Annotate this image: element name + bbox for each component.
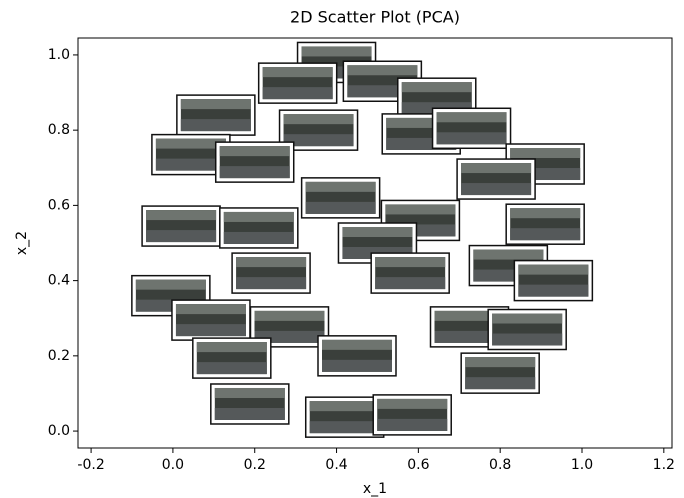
thumbnail-road bbox=[518, 285, 588, 297]
thumbnail-road bbox=[306, 202, 376, 214]
thumbnail-road bbox=[263, 87, 333, 99]
thumbnail-sky bbox=[306, 182, 376, 192]
thumbnail-sky bbox=[284, 114, 354, 124]
thumbnail bbox=[172, 300, 250, 340]
thumbnail-road bbox=[377, 419, 447, 431]
thumbnail bbox=[457, 159, 535, 199]
x-tick-label: 0.4 bbox=[325, 457, 347, 473]
x-tick-label: 0.8 bbox=[489, 457, 511, 473]
thumbnail-road bbox=[176, 324, 246, 336]
y-tick-label: 0.8 bbox=[48, 122, 70, 138]
x-axis-label: x_1 bbox=[363, 481, 387, 497]
thumbnail-sky bbox=[215, 388, 285, 398]
thumbnail bbox=[461, 353, 539, 393]
x-tick-label: 0.2 bbox=[244, 457, 266, 473]
thumbnail-road bbox=[220, 166, 290, 178]
thumbnail bbox=[259, 63, 337, 103]
chart-title: 2D Scatter Plot (PCA) bbox=[290, 8, 460, 27]
thumbnail bbox=[216, 142, 294, 182]
thumbnail-road bbox=[510, 228, 580, 240]
thumbnail-road bbox=[181, 119, 251, 131]
thumbnail-sky bbox=[176, 304, 246, 314]
thumbnail-road bbox=[197, 362, 267, 374]
thumbnail-road bbox=[322, 360, 392, 372]
thumbnail-sky bbox=[518, 265, 588, 275]
thumbnail bbox=[193, 338, 271, 378]
x-tick-label: 1.2 bbox=[653, 457, 675, 473]
thumbnail-road bbox=[375, 277, 445, 289]
thumbnail-sky bbox=[492, 314, 562, 324]
thumbnail-sky bbox=[255, 311, 325, 321]
thumbnail bbox=[142, 206, 220, 246]
y-tick-label: 0.4 bbox=[48, 273, 70, 289]
x-tick-label: 0.6 bbox=[407, 457, 429, 473]
thumbnail bbox=[514, 261, 592, 301]
thumbnail bbox=[318, 336, 396, 376]
thumbnail-sky bbox=[342, 227, 412, 237]
thumbnail-sky bbox=[510, 208, 580, 218]
thumbnail-sky bbox=[220, 146, 290, 156]
y-tick-label: 0.6 bbox=[48, 197, 70, 213]
thumbnail bbox=[373, 395, 451, 435]
thumbnail-sky bbox=[263, 67, 333, 77]
thumbnail-sky bbox=[347, 65, 417, 75]
thumbnail bbox=[306, 397, 384, 437]
y-tick-label: 1.0 bbox=[48, 47, 70, 63]
thumbnail bbox=[232, 253, 310, 293]
thumbnail-sky bbox=[437, 112, 507, 122]
thumbnail-sky bbox=[146, 210, 216, 220]
thumbnail bbox=[211, 384, 289, 424]
thumbnail-road bbox=[146, 230, 216, 242]
thumbnail-sky bbox=[236, 257, 306, 267]
thumbnail-sky bbox=[302, 46, 372, 56]
y-tick-label: 0.0 bbox=[48, 423, 70, 439]
thumbnail bbox=[220, 208, 298, 248]
thumbnail-sky bbox=[375, 257, 445, 267]
thumbnail bbox=[302, 178, 380, 218]
thumbnail-road bbox=[236, 277, 306, 289]
x-tick-label: -0.2 bbox=[77, 457, 104, 473]
page: {"chart_data": {"type": "scatter", "titl… bbox=[0, 0, 684, 498]
thumbnail-road bbox=[224, 232, 294, 244]
x-tick-label: 1.0 bbox=[571, 457, 593, 473]
thumbnail-road bbox=[492, 334, 562, 346]
thumbnail-sky bbox=[310, 401, 380, 411]
thumbnail-sky bbox=[181, 99, 251, 109]
thumbnail bbox=[506, 204, 584, 244]
thumbnail-sky bbox=[224, 212, 294, 222]
x-tick-label: 0.0 bbox=[162, 457, 184, 473]
thumbnail-sky bbox=[465, 357, 535, 367]
thumbnail-road bbox=[461, 183, 531, 195]
thumbnail-sky bbox=[197, 342, 267, 352]
thumbnail-sky bbox=[322, 340, 392, 350]
thumbnail bbox=[488, 310, 566, 350]
thumbnail-road bbox=[215, 408, 285, 420]
thumbnail-sky bbox=[510, 148, 580, 158]
thumbnail-sky bbox=[385, 204, 455, 214]
thumbnail-sky bbox=[377, 399, 447, 409]
thumbnail-sky bbox=[461, 163, 531, 173]
thumbnail-sky bbox=[136, 280, 206, 290]
y-axis-label: x_2 bbox=[14, 231, 30, 255]
thumbnail-road bbox=[465, 377, 535, 389]
y-tick-label: 0.2 bbox=[48, 348, 70, 364]
thumbnail bbox=[177, 95, 255, 135]
thumbnail bbox=[433, 108, 511, 148]
chart: 2D Scatter Plot (PCA) x_1 x_2 -0.2 0.0 0.2… bbox=[0, 0, 684, 498]
thumbnail bbox=[371, 253, 449, 293]
thumbnail-sky bbox=[402, 82, 472, 92]
thumbnail-road bbox=[310, 421, 380, 433]
thumbnail-sky bbox=[473, 250, 543, 260]
thumbnail-road bbox=[437, 132, 507, 144]
